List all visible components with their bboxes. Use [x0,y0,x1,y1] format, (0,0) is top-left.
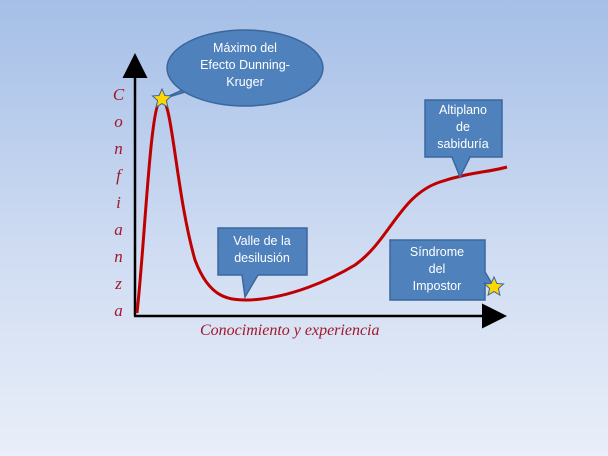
callout-text: Altiplano [439,103,487,117]
callout-text: de [456,120,470,134]
callout-text: Máximo del [213,41,277,55]
stars [151,87,505,297]
y-axis-label: Confianza [109,85,128,328]
callout-text: Impostor [413,279,462,293]
curve [135,97,508,314]
callout-text: sabiduría [437,137,488,151]
callout-text: Kruger [226,75,264,89]
callout-text: Efecto Dunning- [200,58,290,72]
callout-text: desilusión [234,251,290,265]
x-axis-label: Conocimiento y experiencia [200,322,380,339]
callout-shapes [161,29,503,301]
callout-text: Valle de la [233,234,290,248]
callout-text: Síndrome [410,245,464,259]
callout-text: del [429,262,446,276]
